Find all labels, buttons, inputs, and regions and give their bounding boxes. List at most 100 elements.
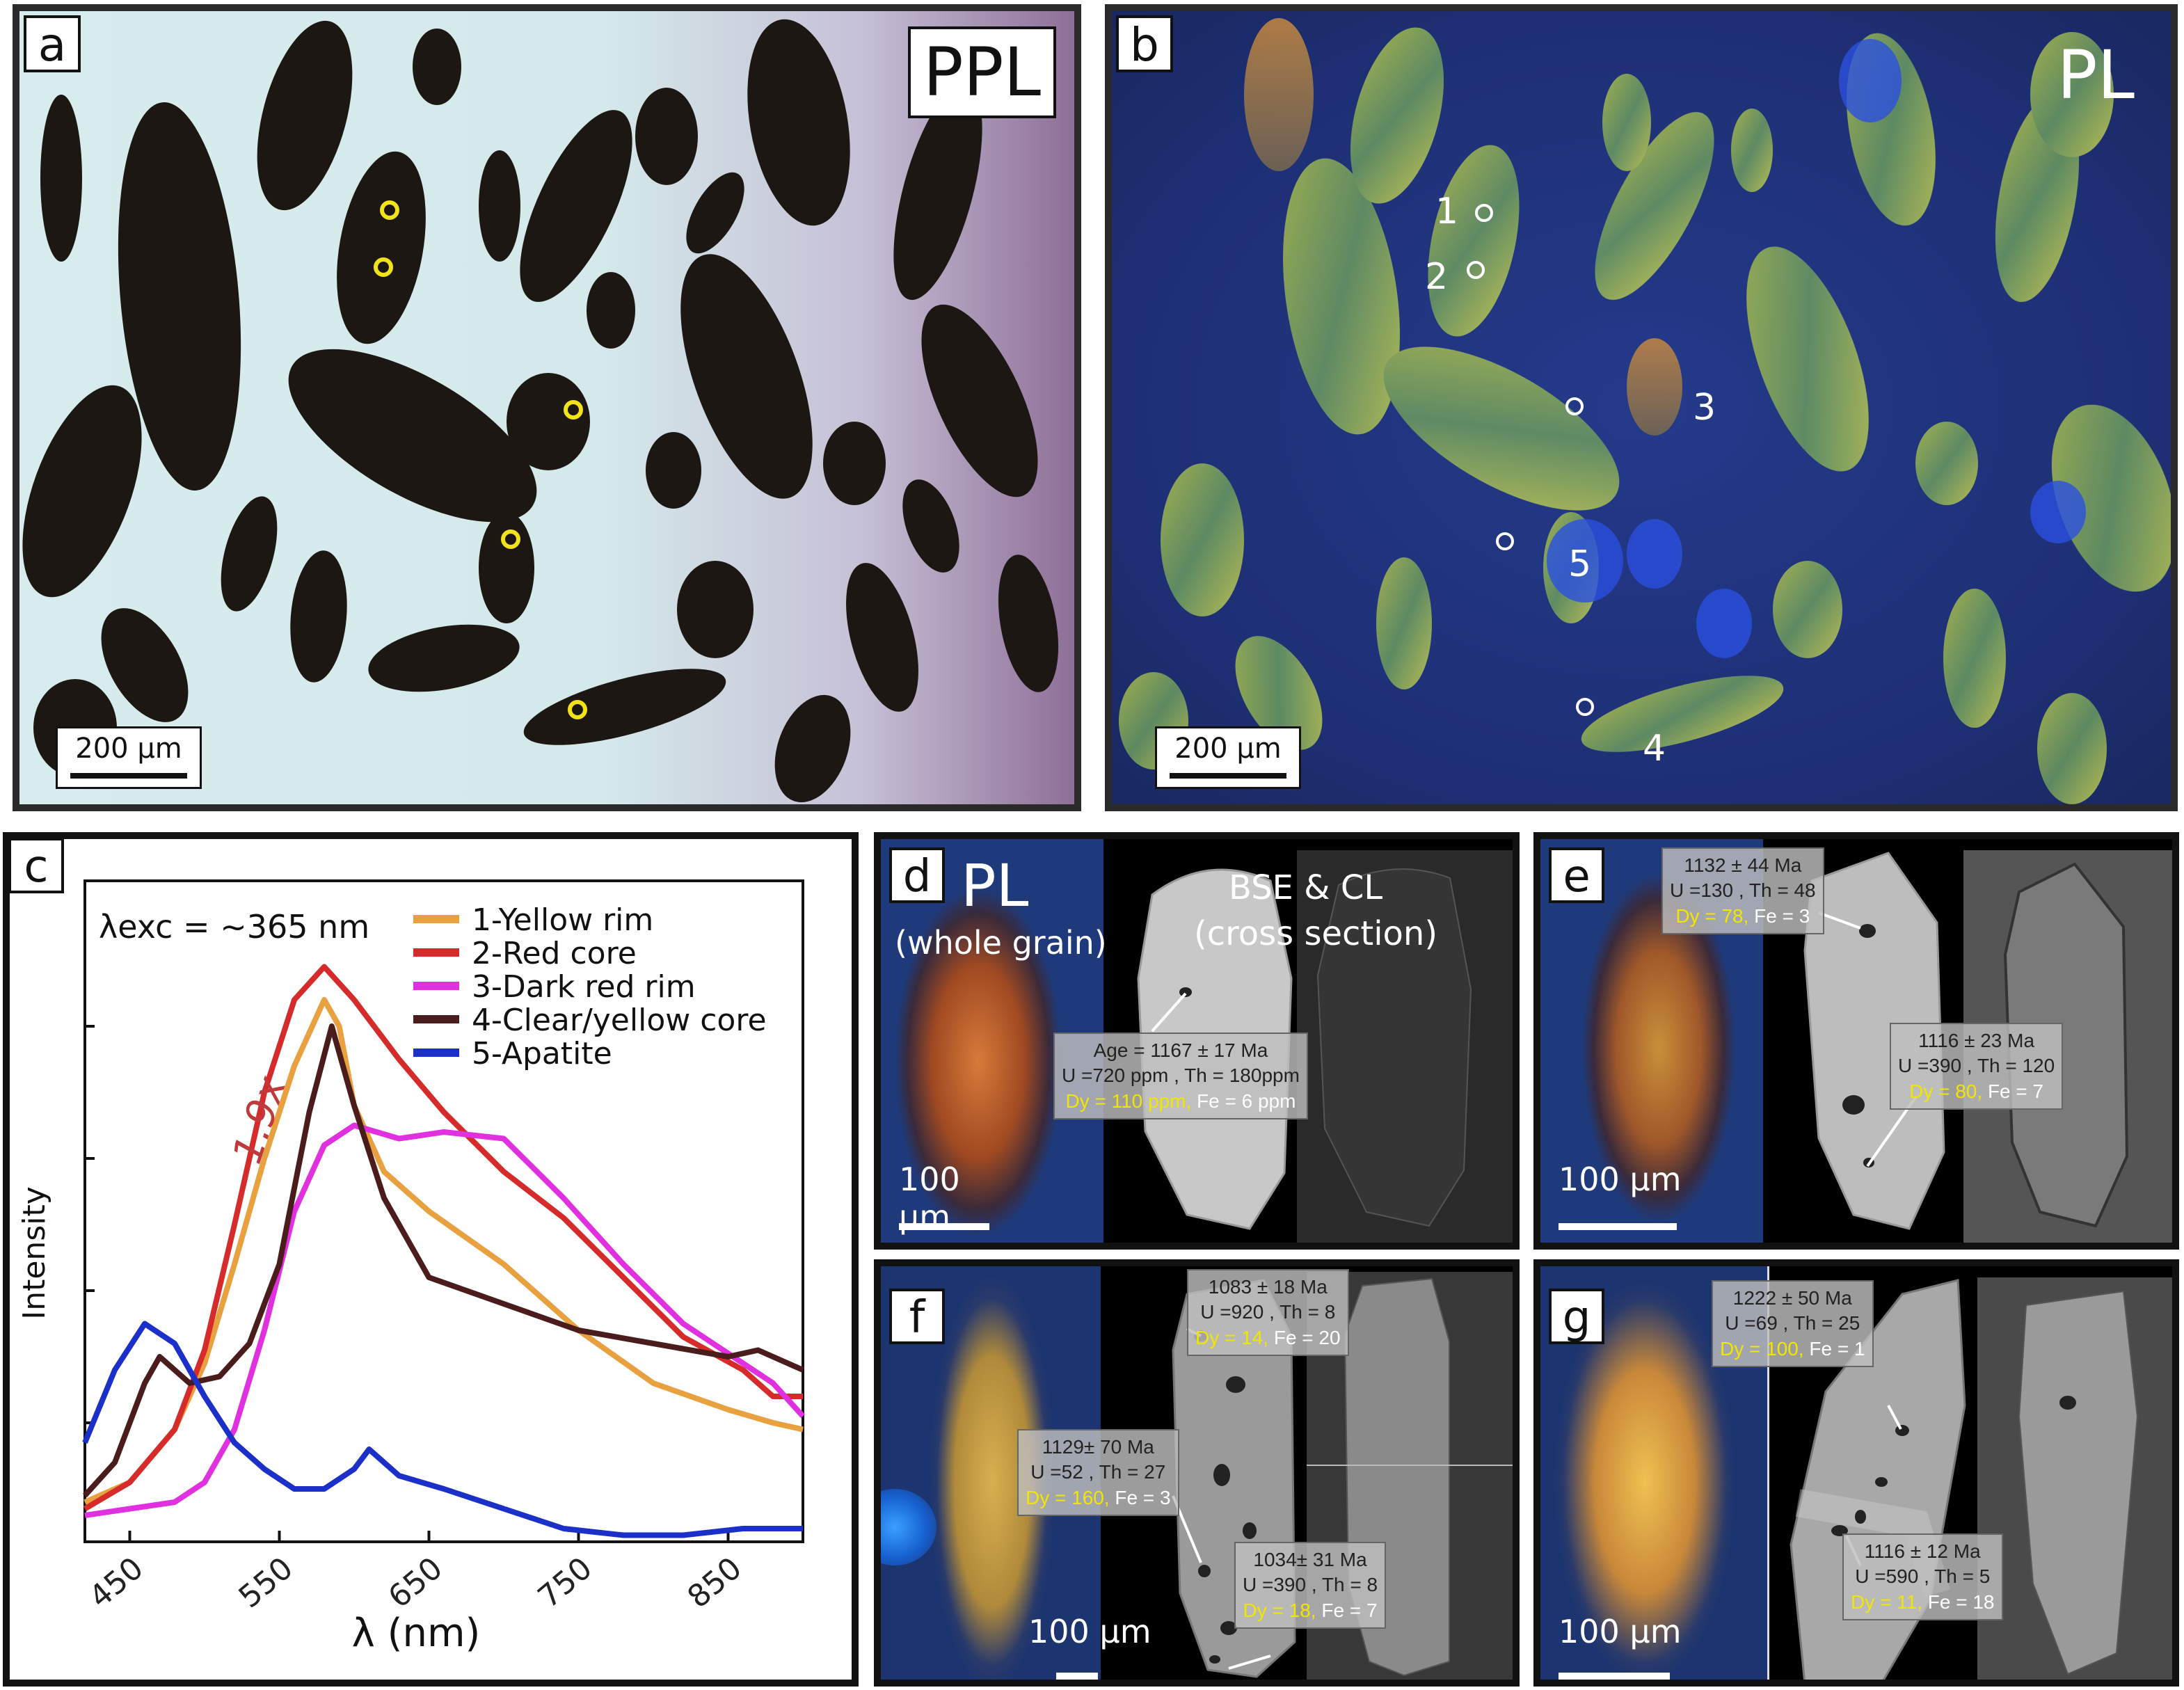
- panel-d-cl-grain: [1316, 868, 1472, 1227]
- spectra-chart: 450 550 650 750 850 λ (nm) Intensity λexc = ~36…: [17, 879, 805, 1656]
- u-th-value: U =52 , Th = 27: [1030, 1461, 1166, 1483]
- legend-entry-2: 2-Red core: [472, 936, 637, 971]
- panel-a-label: a: [24, 15, 81, 72]
- panel-g-cl-grain: [2018, 1290, 2139, 1675]
- series-line-2: [83, 964, 803, 1511]
- x-tick-label: 550: [232, 1550, 300, 1615]
- panel-f: f 1083 ± 18 Ma U =920 , Th = 8 Dy = 14, …: [874, 1259, 1520, 1687]
- panel-b-label: b: [1116, 15, 1173, 72]
- fe-value: Fe = 18: [1927, 1591, 1995, 1613]
- panel-e-label: e: [1549, 847, 1604, 903]
- factor-label: 1.9x: [223, 1070, 296, 1169]
- panel-f-scale-bar: 100 µm: [1028, 1613, 1161, 1680]
- panel-d-pl-title: PL: [961, 852, 1029, 920]
- excitation-label: λexc = ~365 nm: [99, 908, 369, 946]
- panel-g-annotation-1: 1222 ± 50 Ma U =69 , Th = 25 Dy = 100, F…: [1712, 1280, 1874, 1368]
- fe-value: Fe = 7: [1321, 1599, 1378, 1621]
- panel-b: b PL 1 2 3 4 5 200 µm: [1105, 4, 2178, 811]
- scale-bar-line: [70, 773, 187, 779]
- panel-d-cl-image: [1297, 850, 1513, 1243]
- scale-bar-label: 100 µm: [1559, 1161, 1682, 1198]
- scale-bar-line: [1559, 1673, 1670, 1680]
- legend-entry-1: 1-Yellow rim: [472, 902, 653, 938]
- u-th-value: U =720 ppm , Th = 180ppm: [1062, 1065, 1300, 1087]
- scale-bar-label: 200 µm: [75, 733, 182, 765]
- point-label-2: 2: [1425, 256, 1449, 298]
- series-line-3: [84, 1122, 805, 1518]
- panel-g-cl-image: [1977, 1277, 2172, 1680]
- panel-d: d PL (whole grain) BSE & CL (cross secti…: [874, 832, 1520, 1250]
- dy-value: Dy = 78,: [1675, 904, 1749, 927]
- scale-bar-label: 200 µm: [1174, 733, 1282, 765]
- point-label-1: 1: [1435, 191, 1459, 232]
- dy-value: Dy = 160,: [1026, 1486, 1110, 1508]
- panel-e-bse-grain: [1803, 852, 1945, 1230]
- panel-g-annotation-2: 1116 ± 12 Ma U =590 , Th = 5 Dy = 11, Fe…: [1842, 1533, 2003, 1621]
- scale-bar-line: [1559, 1223, 1677, 1230]
- panel-e-scale-bar: 100 µm: [1559, 1161, 1691, 1230]
- x-tick-label: 850: [681, 1550, 749, 1615]
- scale-bar-line: [1170, 773, 1286, 779]
- dy-value: Dy = 14,: [1195, 1326, 1269, 1348]
- series-line-4: [83, 1023, 804, 1498]
- panel-e-annotation-2: 1116 ± 23 Ma U =390 , Th = 120 Dy = 80, …: [1890, 1023, 2064, 1110]
- fe-value: Fe = 3: [1754, 904, 1810, 927]
- dy-value: Dy = 100,: [1720, 1337, 1804, 1360]
- dy-value: Dy = 80,: [1909, 1080, 1983, 1102]
- x-tick-label: 750: [532, 1550, 599, 1615]
- age-value: Age = 1167 ± 17 Ma: [1093, 1039, 1268, 1061]
- legend-entry-5: 5-Apatite: [472, 1036, 612, 1071]
- panel-a-scale-bar: 200 µm: [56, 726, 202, 789]
- age-value: 1083 ± 18 Ma: [1208, 1276, 1328, 1298]
- u-th-value: U =920 , Th = 8: [1200, 1301, 1336, 1323]
- panel-a-grains: [22, 19, 1059, 803]
- fe-value: Fe = 6 ppm: [1197, 1090, 1296, 1112]
- age-value: 1116 ± 23 Ma: [1918, 1030, 2035, 1051]
- panel-e: e 1132 ± 44 Ma U =130 , Th = 48 Dy = 78,…: [1533, 832, 2179, 1250]
- dy-value: Dy = 18,: [1243, 1599, 1316, 1621]
- plot-frame: [83, 879, 804, 1543]
- panel-d-label: d: [889, 847, 945, 903]
- scale-bar-label: 100 µm: [1028, 1613, 1151, 1650]
- x-tick-label: 650: [382, 1550, 449, 1615]
- panel-g-scale-bar: 100 µm: [1559, 1613, 1691, 1680]
- panel-e-cl-image: [1963, 850, 2172, 1243]
- panel-d-bse-title: BSE & CL: [1229, 868, 1383, 907]
- u-th-value: U =69 , Th = 25: [1725, 1312, 1860, 1334]
- panel-d-bse-subtitle: (cross section): [1194, 914, 1438, 953]
- panel-a: a PPL 200 µm: [13, 4, 1081, 811]
- series-line-5: [82, 1321, 803, 1538]
- panel-g-label: g: [1549, 1289, 1604, 1344]
- panel-f-annotation-3: 1034± 31 Ma U =390 , Th = 8 Dy = 18, Fe …: [1234, 1542, 1387, 1629]
- point-label-5: 5: [1568, 543, 1592, 585]
- panel-g: g 1222 ± 50 Ma U =69 , Th = 25 Dy = 100,…: [1533, 1259, 2179, 1687]
- age-value: 1116 ± 12 Ma: [1864, 1540, 1981, 1562]
- scale-bar-line: [1056, 1673, 1098, 1680]
- scale-bar-label: 100 µm: [1559, 1613, 1682, 1650]
- panel-g-divider: [1767, 1266, 1769, 1680]
- fe-value: Fe = 3: [1115, 1486, 1171, 1508]
- fe-value: Fe = 7: [1987, 1080, 2044, 1102]
- panel-f-label: f: [889, 1289, 945, 1344]
- panel-c-label: c: [10, 839, 64, 893]
- u-th-value: U =390 , Th = 8: [1243, 1574, 1378, 1596]
- panel-f-annotation-1: 1083 ± 18 Ma U =920 , Th = 8 Dy = 14, Fe…: [1187, 1269, 1349, 1357]
- series-line-1: [83, 997, 804, 1505]
- panel-b-mode-label: PL: [2057, 36, 2135, 114]
- age-value: 1129± 70 Ma: [1042, 1436, 1154, 1458]
- y-axis-label: Intensity: [17, 1186, 52, 1320]
- panel-c: 450 550 650 750 850 λ (nm) Intensity λexc = ~36…: [3, 832, 859, 1687]
- legend-entry-3: 3-Dark red rim: [472, 969, 696, 1005]
- panel-d-scale-bar: 100 µm: [899, 1161, 1003, 1236]
- point-label-3: 3: [1693, 387, 1716, 429]
- u-th-value: U =390 , Th = 120: [1898, 1055, 2055, 1077]
- panel-d-pl-subtitle: (whole grain): [895, 924, 1107, 962]
- panel-d-annotation-1: Age = 1167 ± 17 Ma U =720 ppm , Th = 180…: [1053, 1033, 1308, 1120]
- x-axis-label: λ (nm): [352, 1611, 481, 1656]
- panel-e-cl-grain: [2003, 862, 2129, 1228]
- dy-value: Dy = 110 ppm,: [1065, 1090, 1192, 1112]
- panel-e-annotation-1: 1132 ± 44 Ma U =130 , Th = 48 Dy = 78, F…: [1661, 847, 1824, 935]
- u-th-value: U =130 , Th = 48: [1670, 879, 1816, 902]
- dy-value: Dy = 11,: [1851, 1591, 1922, 1613]
- panel-a-mode-label: PPL: [907, 26, 1056, 118]
